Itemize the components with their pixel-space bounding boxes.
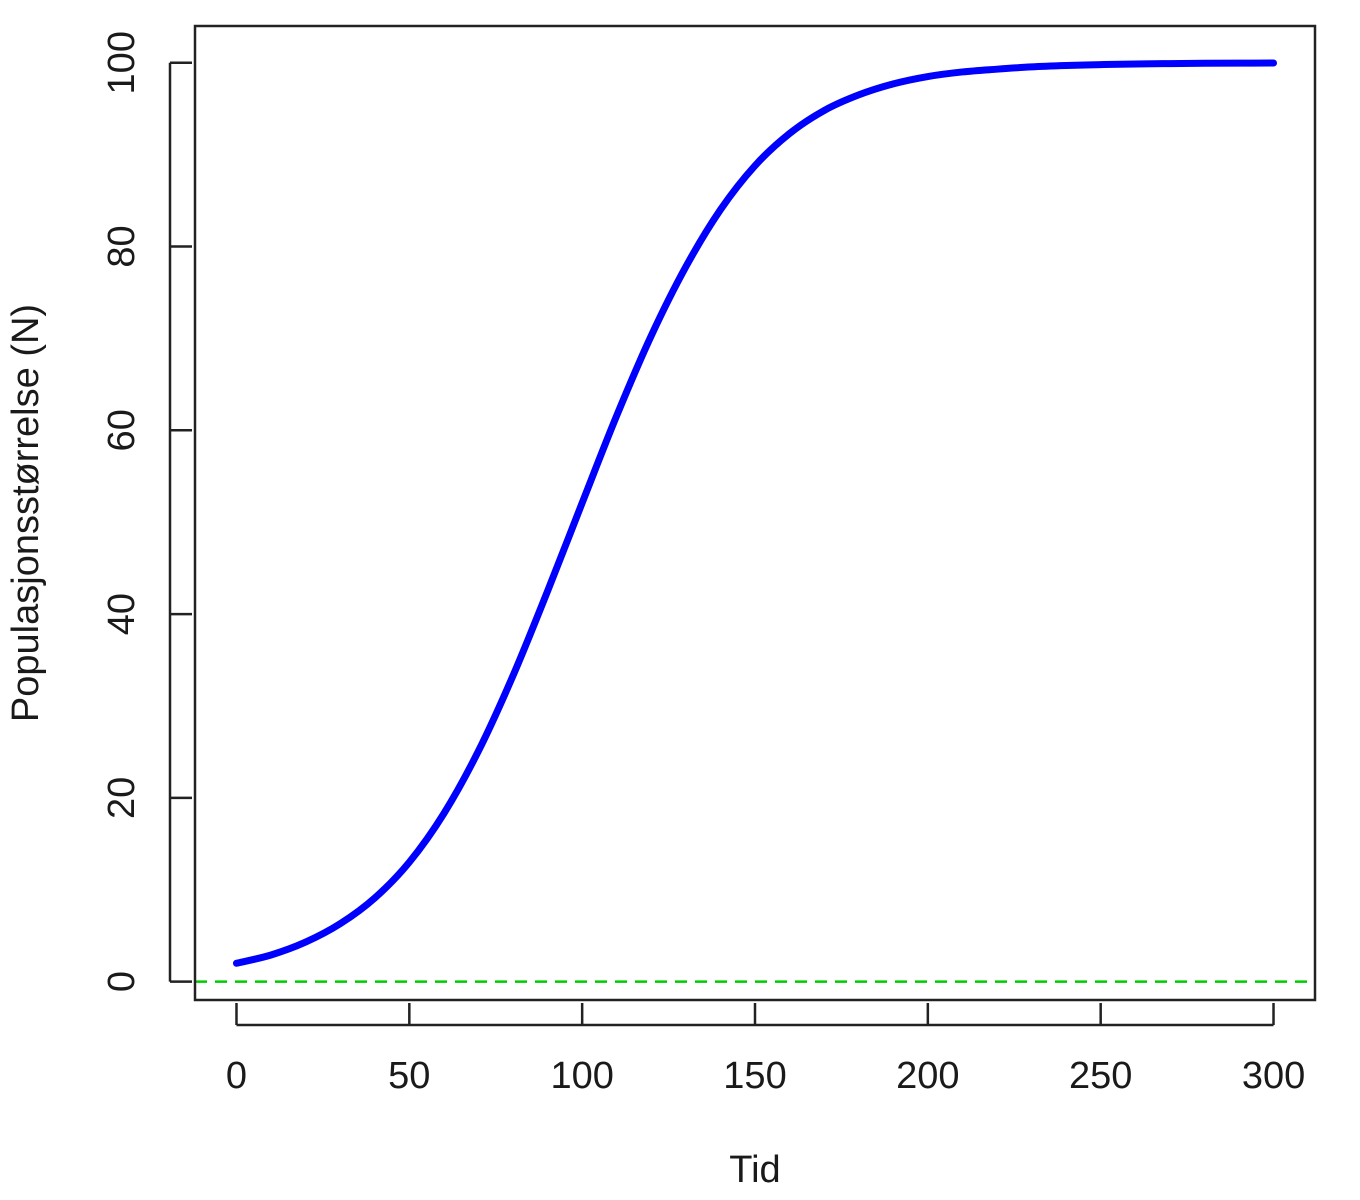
plot-frame (193, 24, 1317, 1002)
y-tick-label-40: 40 (101, 593, 143, 635)
y-tick-label-0: 0 (101, 971, 143, 992)
x-axis-title: Tid (729, 1149, 780, 1191)
axes-layer: 0 50 100 150 200 250 300 0 20 40 60 80 100 (101, 31, 1305, 1097)
y-tick-label-20: 20 (101, 777, 143, 819)
y-tick-label-100: 100 (101, 31, 143, 94)
plot-layer (195, 59, 1315, 983)
x-tick-label-50: 50 (388, 1055, 430, 1097)
x-tick-label-250: 250 (1069, 1055, 1132, 1097)
y-axis-title: Populasjonsstørrelse (N) (5, 304, 47, 722)
x-tick-label-100: 100 (550, 1055, 613, 1097)
x-tick-label-0: 0 (226, 1055, 247, 1097)
x-tick-label-300: 300 (1242, 1055, 1305, 1097)
y-tick-label-80: 80 (101, 225, 143, 267)
y-tick-label-60: 60 (101, 409, 143, 451)
x-tick-label-150: 150 (723, 1055, 786, 1097)
series-line-0 (232, 59, 1278, 967)
x-tick-label-200: 200 (896, 1055, 959, 1097)
